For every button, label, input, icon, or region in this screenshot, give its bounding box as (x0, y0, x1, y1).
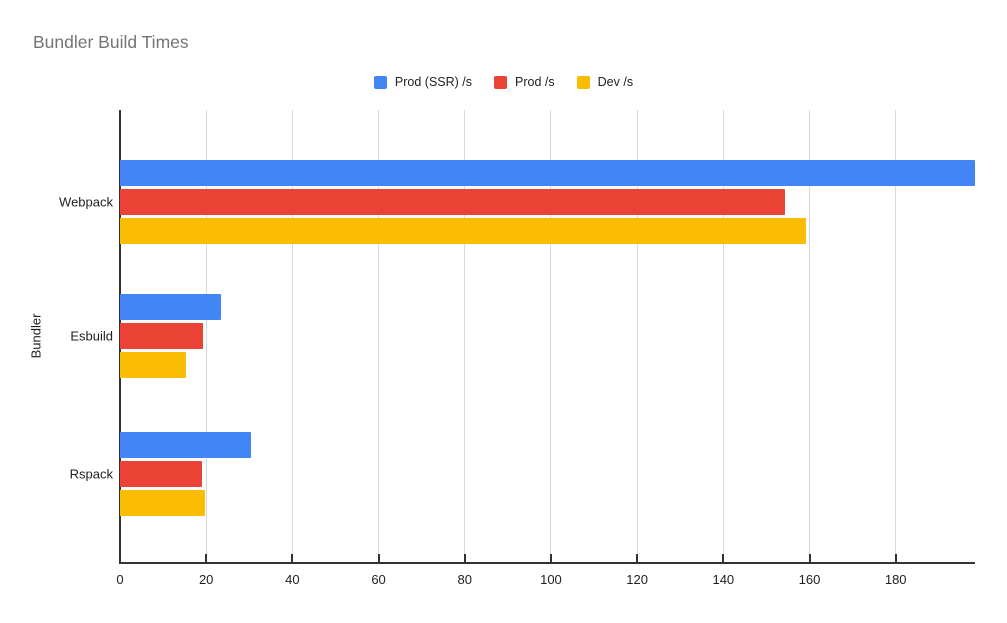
x-axis-tick-label-0: 0 (116, 572, 124, 587)
x-axis-tick-label-80: 80 (457, 572, 472, 587)
x-axis-tick-180 (894, 554, 897, 563)
gridline-100 (550, 110, 552, 563)
gridline-140 (722, 110, 724, 563)
category-label-esbuild: Esbuild (70, 328, 113, 344)
plot-area (119, 110, 975, 564)
chart-legend: Prod (SSR) /s Prod /s Dev /s (0, 75, 1007, 89)
legend-label-prod-ssr-s: Prod (SSR) /s (394, 75, 473, 89)
legend-label-prod-s: Prod /s (515, 75, 555, 89)
bar-esbuild-prod-s[interactable] (120, 323, 204, 349)
legend-swatch-dev-s (576, 75, 590, 89)
bar-rspack-dev-s[interactable] (120, 490, 206, 516)
x-axis-tick-140 (722, 554, 725, 563)
x-axis-baseline (119, 562, 975, 564)
bar-esbuild-prod-ssr-s[interactable] (120, 294, 222, 320)
x-axis-tick-label-100: 100 (540, 572, 562, 587)
legend-swatch-prod-ssr-s (373, 75, 387, 89)
category-label-webpack: Webpack (59, 194, 113, 210)
x-axis-tick-label-40: 40 (285, 572, 300, 587)
gridline-60 (378, 110, 380, 563)
gridline-180 (895, 110, 897, 563)
gridline-40 (291, 110, 293, 563)
gridline-120 (636, 110, 638, 563)
chart-title: Bundler Build Times (33, 32, 189, 52)
x-axis-tick-label-20: 20 (198, 572, 214, 587)
y-axis-category-labels: Webpack Esbuild Rspack (0, 0, 113, 623)
x-axis-tick-label-140: 140 (712, 572, 735, 587)
bar-webpack-prod-ssr-s[interactable] (120, 160, 975, 186)
gridline-160 (809, 110, 811, 563)
x-axis-tick-label-60: 60 (371, 572, 386, 587)
x-axis-tick-label-180: 180 (884, 572, 907, 587)
legend-item-dev-s[interactable]: Dev /s (576, 75, 634, 89)
legend-item-prod-s[interactable]: Prod /s (494, 75, 555, 89)
gridline-80 (464, 110, 466, 563)
x-axis-tick-60 (377, 554, 380, 563)
category-label-rspack: Rspack (69, 466, 113, 482)
legend-item-prod-ssr-s[interactable]: Prod (SSR) /s (373, 75, 473, 89)
gridline-20 (205, 110, 207, 563)
bar-webpack-dev-s[interactable] (120, 218, 807, 244)
bar-rspack-prod-ssr-s[interactable] (120, 432, 252, 458)
x-axis-tick-label-160: 160 (798, 572, 821, 587)
x-axis-tick-120 (636, 554, 639, 563)
x-axis-tick-160 (808, 554, 811, 563)
x-axis-tick-20 (205, 554, 208, 563)
bar-esbuild-dev-s[interactable] (120, 352, 186, 378)
x-axis-tick-100 (549, 554, 552, 563)
bar-rspack-prod-s[interactable] (120, 461, 202, 487)
legend-swatch-prod-s (494, 75, 508, 89)
x-axis-tick-40 (291, 554, 294, 563)
legend-label-dev-s: Dev /s (597, 75, 634, 89)
bar-webpack-prod-s[interactable] (120, 189, 785, 215)
x-axis-tick-label-120: 120 (626, 572, 648, 587)
x-axis-tick-80 (463, 554, 466, 563)
